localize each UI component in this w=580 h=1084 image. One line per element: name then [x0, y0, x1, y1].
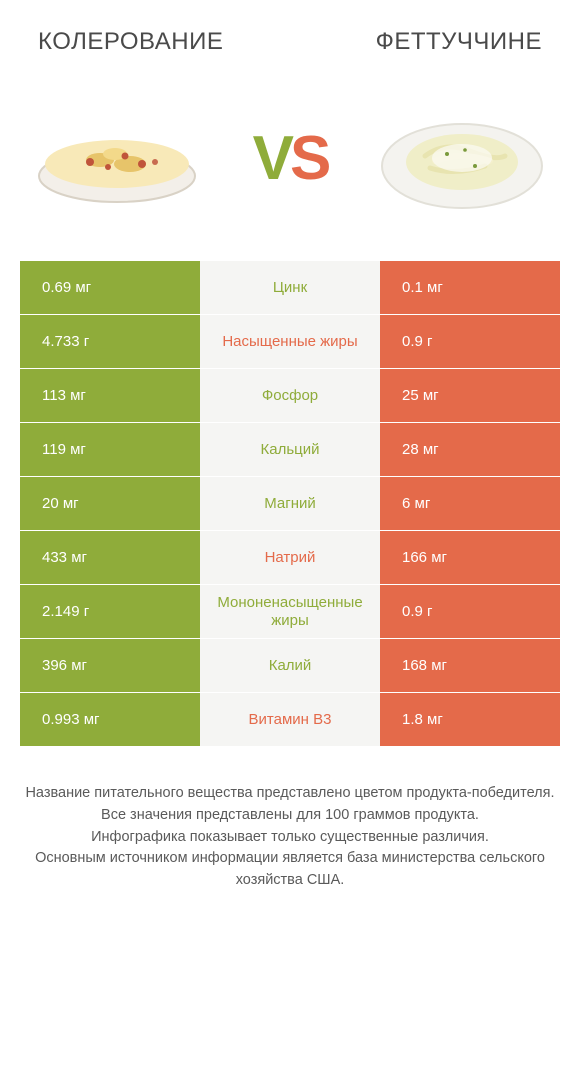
table-row: 396 мгКалий168 мг: [20, 639, 560, 693]
value-right: 25 мг: [380, 369, 560, 422]
value-left: 0.993 мг: [20, 693, 200, 746]
value-right: 0.9 г: [380, 315, 560, 368]
value-right: 0.9 г: [380, 585, 560, 638]
table-row: 433 мгНатрий166 мг: [20, 531, 560, 585]
hero-row: VS: [0, 56, 580, 261]
food-image-right: [375, 96, 550, 221]
value-right: 0.1 мг: [380, 261, 560, 314]
nutrient-label: Кальций: [200, 423, 380, 476]
nutrient-label: Фосфор: [200, 369, 380, 422]
value-left: 119 мг: [20, 423, 200, 476]
nutrition-table: 0.69 мгЦинк0.1 мг4.733 гНасыщенные жиры0…: [20, 261, 560, 747]
value-left: 4.733 г: [20, 315, 200, 368]
vs-v: V: [253, 124, 290, 193]
value-left: 433 мг: [20, 531, 200, 584]
value-right: 1.8 мг: [380, 693, 560, 746]
vs-label: VS: [253, 123, 328, 194]
table-row: 119 мгКальций28 мг: [20, 423, 560, 477]
footer-line: Основным источником информации является …: [24, 848, 556, 892]
table-row: 0.993 мгВитамин B31.8 мг: [20, 693, 560, 747]
nutrient-label: Насыщенные жиры: [200, 315, 380, 368]
footer-line: Инфографика показывает только существенн…: [24, 827, 556, 849]
nutrient-label: Цинк: [200, 261, 380, 314]
nutrient-label: Магний: [200, 477, 380, 530]
value-right: 168 мг: [380, 639, 560, 692]
title-right: ФЕТТУЧЧИНЕ: [376, 28, 542, 56]
value-left: 113 мг: [20, 369, 200, 422]
value-left: 0.69 мг: [20, 261, 200, 314]
value-left: 20 мг: [20, 477, 200, 530]
value-left: 2.149 г: [20, 585, 200, 638]
table-row: 4.733 гНасыщенные жиры0.9 г: [20, 315, 560, 369]
nutrient-label: Витамин B3: [200, 693, 380, 746]
value-right: 6 мг: [380, 477, 560, 530]
nutrient-label: Натрий: [200, 531, 380, 584]
value-left: 396 мг: [20, 639, 200, 692]
nutrient-label: Мононенасыщенные жиры: [200, 585, 380, 638]
header: КОЛЕРОВАНИЕ ФЕТТУЧЧИНЕ: [0, 0, 580, 56]
footer-line: Все значения представлены для 100 граммо…: [24, 805, 556, 827]
table-row: 113 мгФосфор25 мг: [20, 369, 560, 423]
table-row: 0.69 мгЦинк0.1 мг: [20, 261, 560, 315]
footer-line: Название питательного вещества представл…: [24, 783, 556, 805]
footer-note: Название питательного вещества представл…: [0, 747, 580, 892]
food-image-left: [30, 96, 205, 221]
title-left: КОЛЕРОВАНИЕ: [38, 28, 223, 56]
value-right: 28 мг: [380, 423, 560, 476]
table-row: 20 мгМагний6 мг: [20, 477, 560, 531]
vs-s: S: [290, 124, 327, 193]
table-row: 2.149 гМононенасыщенные жиры0.9 г: [20, 585, 560, 639]
value-right: 166 мг: [380, 531, 560, 584]
nutrient-label: Калий: [200, 639, 380, 692]
